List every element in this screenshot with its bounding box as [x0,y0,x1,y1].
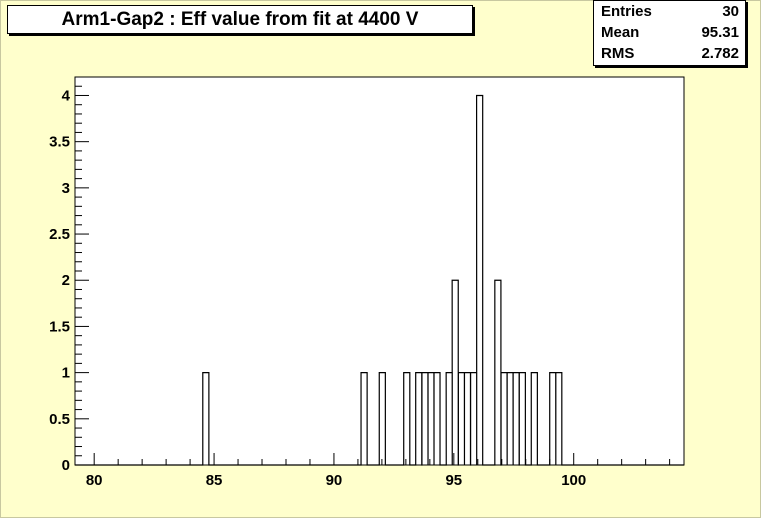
stats-label: RMS [601,45,635,62]
stats-row-entries: Entries 30 [594,1,745,22]
stats-value: 30 [722,3,739,20]
stats-label: Entries [601,3,652,20]
y-tick-label: 0.5 [49,411,70,428]
y-tick-label: 1 [62,365,70,382]
x-tick-label: 100 [561,472,586,489]
stats-value: 2.782 [701,45,739,62]
stats-label: Mean [601,24,640,41]
y-tick-label: 1.5 [49,318,70,335]
x-tick-label: 95 [445,472,462,489]
y-tick-label: 4 [62,87,71,104]
axis-tick-labels: 80 85 90 95 100 0 0.5 1 1.5 2 2.5 3 3.5 4 [49,87,586,489]
y-tick-label: 0 [62,457,70,474]
y-tick-label: 3.5 [49,134,70,151]
x-tick-label: 90 [326,472,343,489]
stats-value: 95.31 [701,24,739,41]
y-tick-label: 2.5 [49,226,70,243]
chart-title: Arm1-Gap2 : Eff value from fit at 4400 V [7,5,473,34]
stats-row-mean: Mean 95.31 [594,22,745,43]
y-tick-label: 3 [62,180,70,197]
stats-box: Entries 30 Mean 95.31 RMS 2.782 [593,0,746,66]
axis-ticks [75,76,671,466]
x-tick-label: 80 [86,472,103,489]
stats-row-rms: RMS 2.782 [594,43,745,64]
histogram-outline [75,94,684,466]
x-tick-label: 85 [206,472,223,489]
y-tick-label: 2 [62,272,70,289]
